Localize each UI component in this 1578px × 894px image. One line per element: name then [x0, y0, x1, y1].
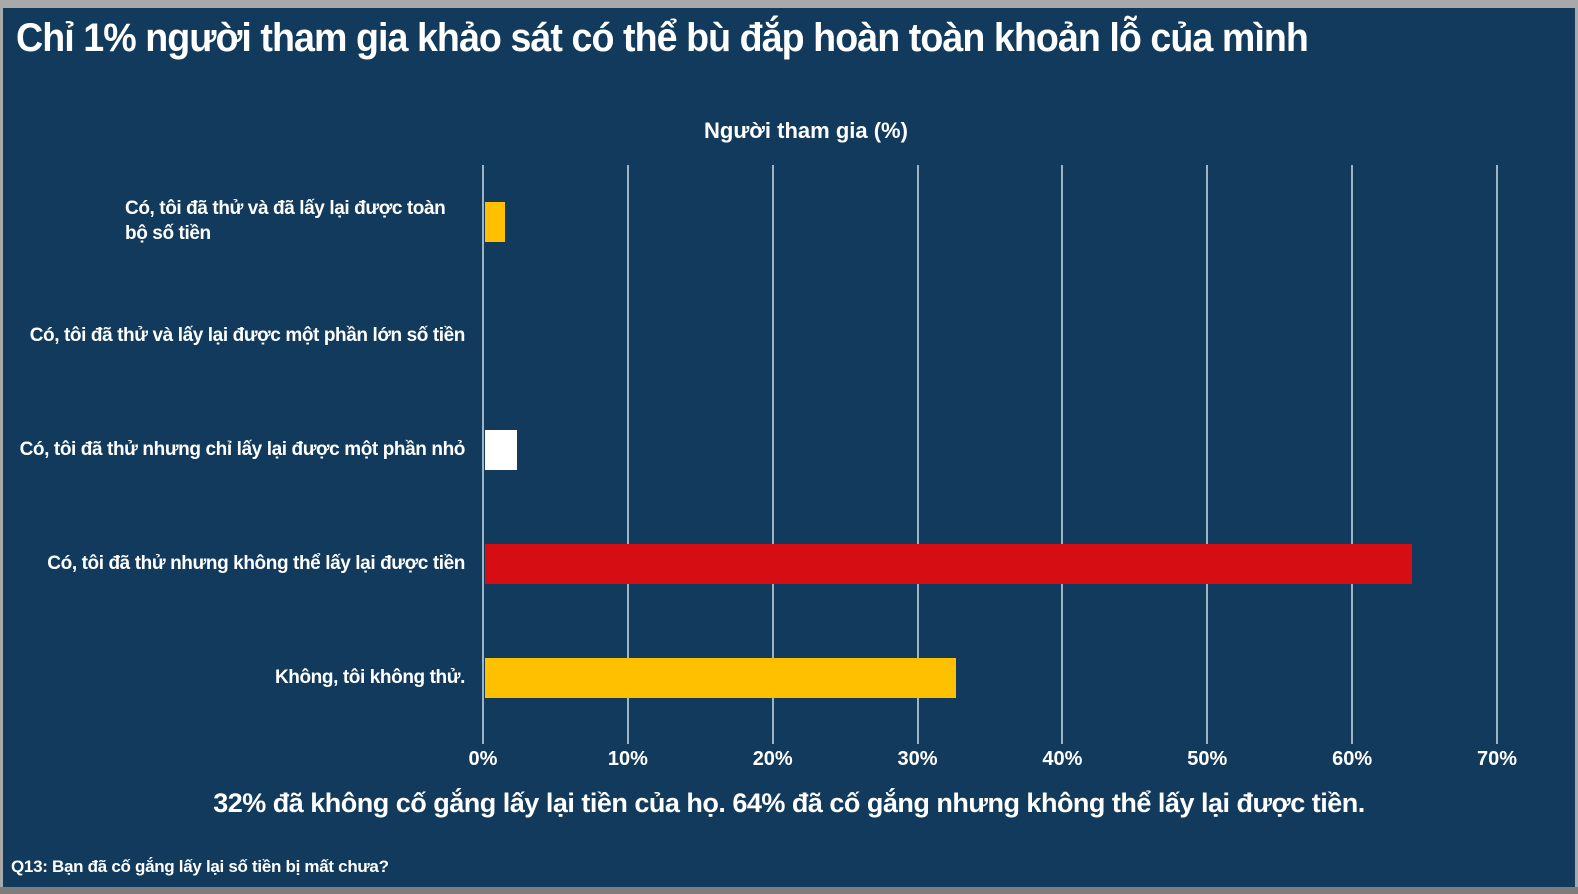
x-tick-mark	[1496, 735, 1498, 744]
x-tick-label: 70%	[1476, 748, 1518, 770]
category-label-text: Có, tôi đã thử và lấy lại được một phần …	[29, 324, 466, 346]
category-label-text: Có, tôi đã thử nhưng không thể lấy lại đ…	[47, 552, 465, 574]
x-tick-mark	[916, 735, 919, 744]
category-label: Có, tôi đã thử và đã lấy lại được toàn b…	[3, 165, 471, 279]
category-label: Không, tôi không thử.	[3, 621, 471, 735]
x-tick-mark	[1351, 735, 1354, 744]
footnote-question: Q13: Bạn đã cố gắng lấy lại số tiền bị m…	[11, 857, 389, 876]
gridline	[626, 165, 629, 735]
bar	[485, 202, 506, 242]
chart-title: Người tham gia (%)	[704, 118, 908, 143]
gridline	[482, 165, 484, 735]
x-tick-label: 40%	[1042, 748, 1083, 770]
category-label-text: Không, tôi không thử.	[274, 666, 465, 688]
x-tick-mark	[1206, 735, 1209, 744]
category-label: Có, tôi đã thử và lấy lại được một phần …	[3, 279, 471, 393]
x-tick-label: 20%	[752, 748, 793, 770]
bar	[485, 658, 956, 698]
category-label: Có, tôi đã thử nhưng chỉ lấy lại được mộ…	[3, 393, 471, 507]
x-tick-label: 50%	[1187, 748, 1228, 770]
x-tick-mark	[482, 735, 484, 744]
gridline	[1206, 165, 1209, 735]
category-labels: Có, tôi đã thử và đã lấy lại được toàn b…	[3, 165, 471, 735]
gridline	[916, 165, 919, 735]
gridline	[1351, 165, 1354, 735]
x-tick-label: 30%	[897, 748, 938, 770]
bar	[485, 430, 517, 470]
slide: Chỉ 1% người tham gia khảo sát có thể bù…	[3, 8, 1575, 887]
x-tick-mark	[1061, 735, 1064, 744]
x-axis: 0% 10% 20% 30% 40% 50% 60% 70%	[469, 735, 1517, 785]
gridline	[771, 165, 774, 735]
gridline	[1061, 165, 1064, 735]
x-tick-label: 60%	[1332, 748, 1373, 770]
x-tick-label: 0%	[468, 748, 498, 770]
category-label: Có, tôi đã thử nhưng không thể lấy lại đ…	[3, 507, 471, 621]
category-label-text: Có, tôi đã thử nhưng chỉ lấy lại được mộ…	[19, 438, 466, 460]
plot-area	[482, 165, 1498, 735]
bar	[485, 544, 1413, 584]
x-tick-mark	[771, 735, 774, 744]
gridline	[1496, 165, 1498, 735]
bottom-edge-strip	[0, 887, 1578, 894]
x-tick-mark	[626, 735, 629, 744]
x-tick-label: 10%	[607, 748, 648, 770]
category-label-text: Có, tôi đã thử và đã lấy lại được toàn b…	[125, 198, 446, 244]
annotation-text: 32% đã không cố gắng lấy lại tiền của họ…	[213, 788, 1365, 818]
slide-title: Chỉ 1% người tham gia khảo sát có thể bù…	[16, 16, 1309, 60]
